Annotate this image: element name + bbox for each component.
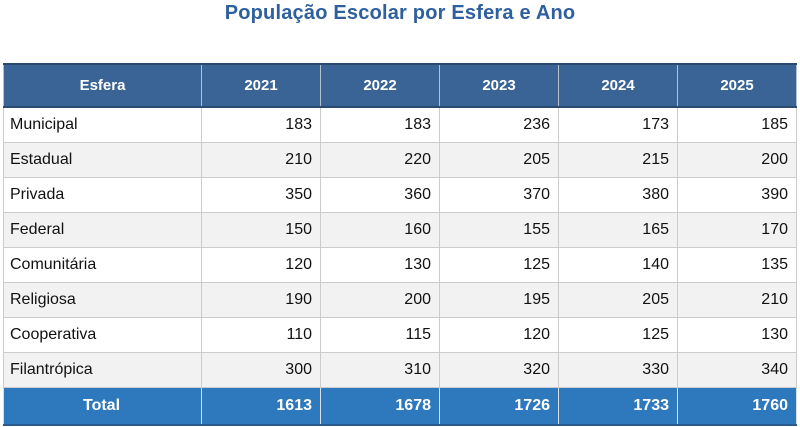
- page-title: População Escolar por Esfera e Ano: [224, 2, 576, 24]
- table-row-total: Total 1613 1678 1726 1733 1760: [3, 387, 797, 426]
- value-cell: 210: [677, 282, 797, 318]
- value-cell: 220: [320, 142, 440, 178]
- total-label: Total: [3, 387, 202, 426]
- value-cell: 380: [558, 177, 678, 213]
- row-label: Cooperativa: [3, 317, 202, 353]
- total-value-cell: 1613: [201, 387, 321, 426]
- header-row: Esfera 2021 2022 2023 2024 2025: [3, 63, 797, 108]
- row-label: Privada: [3, 177, 202, 213]
- total-value-cell: 1726: [439, 387, 559, 426]
- value-cell: 300: [201, 352, 321, 388]
- value-cell: 320: [439, 352, 559, 388]
- value-cell: 140: [558, 247, 678, 283]
- table-row-filantropica: Filantrópica 300 310 320 330 340: [3, 352, 797, 388]
- value-cell: 205: [558, 282, 678, 318]
- value-cell: 370: [439, 177, 559, 213]
- row-label: Estadual: [3, 142, 202, 178]
- value-cell: 155: [439, 212, 559, 248]
- value-cell: 183: [201, 106, 321, 143]
- value-cell: 215: [558, 142, 678, 178]
- value-cell: 130: [320, 247, 440, 283]
- row-label: Filantrópica: [3, 352, 202, 388]
- value-cell: 125: [558, 317, 678, 353]
- value-cell: 170: [677, 212, 797, 248]
- value-cell: 200: [677, 142, 797, 178]
- value-cell: 195: [439, 282, 559, 318]
- value-cell: 210: [201, 142, 321, 178]
- table-row-federal: Federal 150 160 155 165 170: [3, 212, 797, 248]
- value-cell: 340: [677, 352, 797, 388]
- value-cell: 173: [558, 106, 678, 143]
- value-cell: 183: [320, 106, 440, 143]
- table-row-cooperativa: Cooperativa 110 115 120 125 130: [3, 317, 797, 353]
- value-cell: 130: [677, 317, 797, 353]
- value-cell: 150: [201, 212, 321, 248]
- table-row-comunitaria: Comunitária 120 130 125 140 135: [3, 247, 797, 283]
- value-cell: 390: [677, 177, 797, 213]
- value-cell: 165: [558, 212, 678, 248]
- value-cell: 160: [320, 212, 440, 248]
- value-cell: 200: [320, 282, 440, 318]
- total-value-cell: 1760: [677, 387, 797, 426]
- value-cell: 125: [439, 247, 559, 283]
- value-cell: 310: [320, 352, 440, 388]
- row-label: Religiosa: [3, 282, 202, 318]
- value-cell: 185: [677, 106, 797, 143]
- total-value-cell: 1678: [320, 387, 440, 426]
- table-row-municipal: Municipal 183 183 236 173 185: [3, 106, 797, 143]
- value-cell: 360: [320, 177, 440, 213]
- value-cell: 190: [201, 282, 321, 318]
- column-header-esfera: Esfera: [3, 63, 202, 108]
- data-table: Esfera 2021 2022 2023 2024 2025 Municipa…: [3, 63, 797, 426]
- value-cell: 236: [439, 106, 559, 143]
- table-row-estadual: Estadual 210 220 205 215 200: [3, 142, 797, 178]
- value-cell: 135: [677, 247, 797, 283]
- row-label: Comunitária: [3, 247, 202, 283]
- column-header-2024: 2024: [558, 63, 678, 108]
- row-label: Federal: [3, 212, 202, 248]
- value-cell: 115: [320, 317, 440, 353]
- table-row-religiosa: Religiosa 190 200 195 205 210: [3, 282, 797, 318]
- column-header-2021: 2021: [201, 63, 321, 108]
- row-label: Municipal: [3, 106, 202, 143]
- column-header-2025: 2025: [677, 63, 797, 108]
- column-header-2022: 2022: [320, 63, 440, 108]
- column-header-2023: 2023: [439, 63, 559, 108]
- value-cell: 205: [439, 142, 559, 178]
- value-cell: 110: [201, 317, 321, 353]
- total-value-cell: 1733: [558, 387, 678, 426]
- value-cell: 330: [558, 352, 678, 388]
- value-cell: 120: [439, 317, 559, 353]
- table-row-privada: Privada 350 360 370 380 390: [3, 177, 797, 213]
- value-cell: 350: [201, 177, 321, 213]
- value-cell: 120: [201, 247, 321, 283]
